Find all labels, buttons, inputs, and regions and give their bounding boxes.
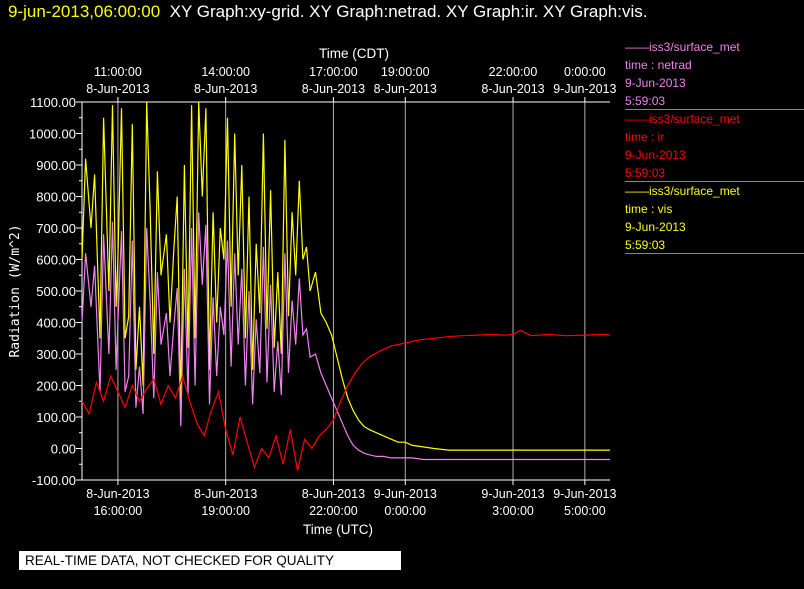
y-tick-label: 400.00 [36,316,76,331]
x-tick-label-top-date: 8-Jun-2013 [194,82,257,96]
x-tick-label-top-time: 0:00:00 [564,65,606,79]
y-tick-label: -100.00 [32,473,76,488]
legend-source: ——iss3/surface_met [625,40,740,54]
x-tick-label-top-time: 11:00:00 [94,65,142,79]
legend-variable: time : ir [625,130,665,144]
x-tick-label-bottom-date: 8-Jun-2013 [302,487,365,501]
legend-variable: time : vis [625,202,673,216]
legend-source: ——iss3/surface_met [625,184,740,198]
legend-source: ——iss3/surface_met [625,112,740,126]
y-tick-label: 200.00 [36,379,76,394]
series-line-2 [81,329,611,471]
legend-separator [625,253,804,254]
legend-date: 9-Jun-2013 [625,220,686,234]
x-tick-label-top-date: 9-Jun-2013 [553,82,616,96]
x-tick-label-bottom-date: 9-Jun-2013 [481,487,544,501]
legend-variable: time : netrad [625,58,692,72]
y-axis-title: Radiation (W/m^2) [8,224,23,357]
legend-time: 5:59:03 [625,238,666,252]
x-tick-label-top-time: 19:00:00 [381,65,430,79]
x-tick-label-bottom-time: 22:00:00 [309,504,358,518]
x-tick-label-top-time: 17:00:00 [309,65,358,79]
legend-time: 5:59:03 [625,166,666,180]
y-tick-label: 300.00 [36,347,76,362]
quality-warning-banner: REAL-TIME DATA, NOT CHECKED FOR QUALITY [19,551,401,570]
x-tick-label-bottom-time: 3:00:00 [492,504,534,518]
y-tick-label: 1100.00 [30,95,76,110]
y-tick-label: 1000.00 [29,127,76,142]
series-line-1 [81,212,610,461]
x-tick-label-bottom-date: 9-Jun-2013 [553,487,616,501]
series-line-0 [81,101,610,451]
title-graph-list: XY Graph:xy-grid. XY Graph:netrad. XY Gr… [169,2,648,21]
x-tick-label-bottom-date: 8-Jun-2013 [194,487,257,501]
x-tick-label-top-time: 14:00:00 [201,65,250,79]
x-tick-label-bottom-time: 16:00:00 [94,504,143,518]
x-tick-label-top-date: 8-Jun-2013 [481,82,544,96]
legend-separator [625,109,804,110]
x-tick-label-bottom-time: 19:00:00 [201,504,250,518]
legend-separator [625,181,804,182]
x-axis-title-bottom: Time (UTC) [303,522,373,537]
y-tick-label: 500.00 [36,284,76,299]
y-tick-label: 0.00 [51,442,76,457]
x-axis-title-top: Time (CDT) [319,46,389,61]
y-tick-label: 100.00 [36,410,76,425]
x-tick-label-top-date: 8-Jun-2013 [374,82,437,96]
x-tick-label-top-time: 22:00:00 [489,65,538,79]
legend-time: 5:59:03 [625,94,666,108]
y-tick-label: 700.00 [36,221,76,236]
x-tick-label-top-date: 8-Jun-2013 [302,82,365,96]
x-tick-label-bottom-time: 5:00:00 [564,504,606,518]
y-tick-label: 900.00 [36,158,76,173]
chart-title: 9-jun-2013,06:00:00 XY Graph:xy-grid. XY… [8,2,647,22]
x-tick-label-top-date: 8-Jun-2013 [86,82,149,96]
x-tick-label-bottom-time: 0:00:00 [384,504,426,518]
x-tick-label-bottom-date: 9-Jun-2013 [374,487,437,501]
y-tick-label: 600.00 [36,253,76,268]
title-date: 9-jun-2013,06:00:00 [8,2,161,21]
y-tick-label: 800.00 [36,190,76,205]
legend-date: 9-Jun-2013 [625,76,686,90]
legend-date: 9-Jun-2013 [625,148,686,162]
x-tick-label-bottom-date: 8-Jun-2013 [86,487,149,501]
